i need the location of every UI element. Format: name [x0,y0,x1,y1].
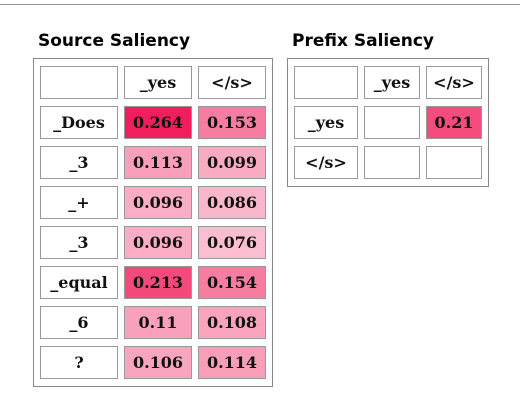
row-label: _3 [40,226,118,259]
row-label: _Does [40,106,118,139]
row: </s> [294,146,482,179]
corner-cell [40,66,118,99]
empty-cell [426,146,482,179]
saliency-cell: 0.106 [124,346,192,379]
row-label: ? [40,346,118,379]
saliency-table: _yes </s> _Does 0.264 0.153 _3 0.113 0.099 _+ 0.0… [33,58,273,387]
saliency-cell: 0.076 [198,226,266,259]
empty-cell [364,146,420,179]
saliency-cell: 0.086 [198,186,266,219]
saliency-cell: 0.096 [124,226,192,259]
row-label: _6 [40,306,118,339]
column-header: </s> [426,66,482,99]
row: _+ 0.096 0.086 [40,186,266,219]
column-header: </s> [198,66,266,99]
saliency-cell: 0.114 [198,346,266,379]
saliency-cell: 0.264 [124,106,192,139]
row: _yes 0.21 [294,106,482,139]
row: _Does 0.264 0.153 [40,106,266,139]
source-panel: Source Saliency _yes </s> _Does 0.264 0.153 _… [33,30,273,387]
prefix-panel: Prefix Saliency _yes </s> _yes 0.21 </s> [287,30,489,187]
saliency-cell: 0.099 [198,146,266,179]
top-border [0,4,520,5]
row-label: _yes [294,106,358,139]
column-header: _yes [124,66,192,99]
row-label: _3 [40,146,118,179]
saliency-cell: 0.153 [198,106,266,139]
header-row: _yes </s> [40,66,266,99]
row: _3 0.096 0.076 [40,226,266,259]
row-label: _+ [40,186,118,219]
column-header: _yes [364,66,420,99]
header-row: _yes </s> [294,66,482,99]
row: _equal 0.213 0.154 [40,266,266,299]
saliency-table: _yes </s> _yes 0.21 </s> [287,58,489,187]
panel-title: Source Saliency [38,31,191,51]
row: _6 0.11 0.108 [40,306,266,339]
saliency-cell: 0.213 [124,266,192,299]
saliency-cell: 0.21 [426,106,482,139]
row: _3 0.113 0.099 [40,146,266,179]
empty-cell [364,106,420,139]
saliency-cell: 0.11 [124,306,192,339]
saliency-cell: 0.108 [198,306,266,339]
row: ? 0.106 0.114 [40,346,266,379]
row-label: _equal [40,266,118,299]
saliency-cell: 0.113 [124,146,192,179]
panel-title: Prefix Saliency [292,31,435,51]
saliency-cell: 0.154 [198,266,266,299]
row-label: </s> [294,146,358,179]
saliency-cell: 0.096 [124,186,192,219]
corner-cell [294,66,358,99]
